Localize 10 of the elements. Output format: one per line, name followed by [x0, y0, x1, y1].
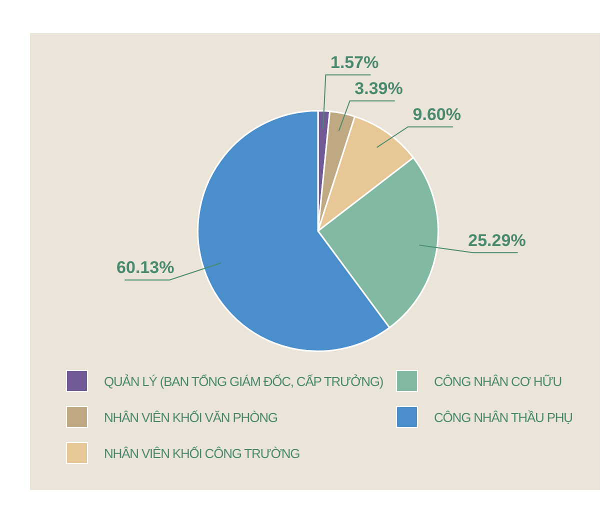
data-label: 25.29% [468, 230, 526, 250]
data-label: 9.60% [412, 105, 461, 124]
data-label: 1.57% [330, 53, 379, 72]
legend-label: CÔNG NHÂN THẦU PHỤ [434, 410, 572, 424]
legend-label: CÔNG NHÂN CƠ HỮU [434, 374, 562, 388]
legend-label: QUẢN LÝ (BAN TỔNG GIÁM ĐỐC, CẤP TRƯỞNG) [104, 374, 384, 388]
legend-label: NHÂN VIÊN KHỐI VĂN PHÒNG [104, 410, 278, 424]
data-label: 60.13% [116, 258, 174, 278]
legend-label: NHÂN VIÊN KHỐI CÔNG TRƯỜNG [104, 446, 300, 460]
data-label: 3.39% [354, 79, 403, 98]
